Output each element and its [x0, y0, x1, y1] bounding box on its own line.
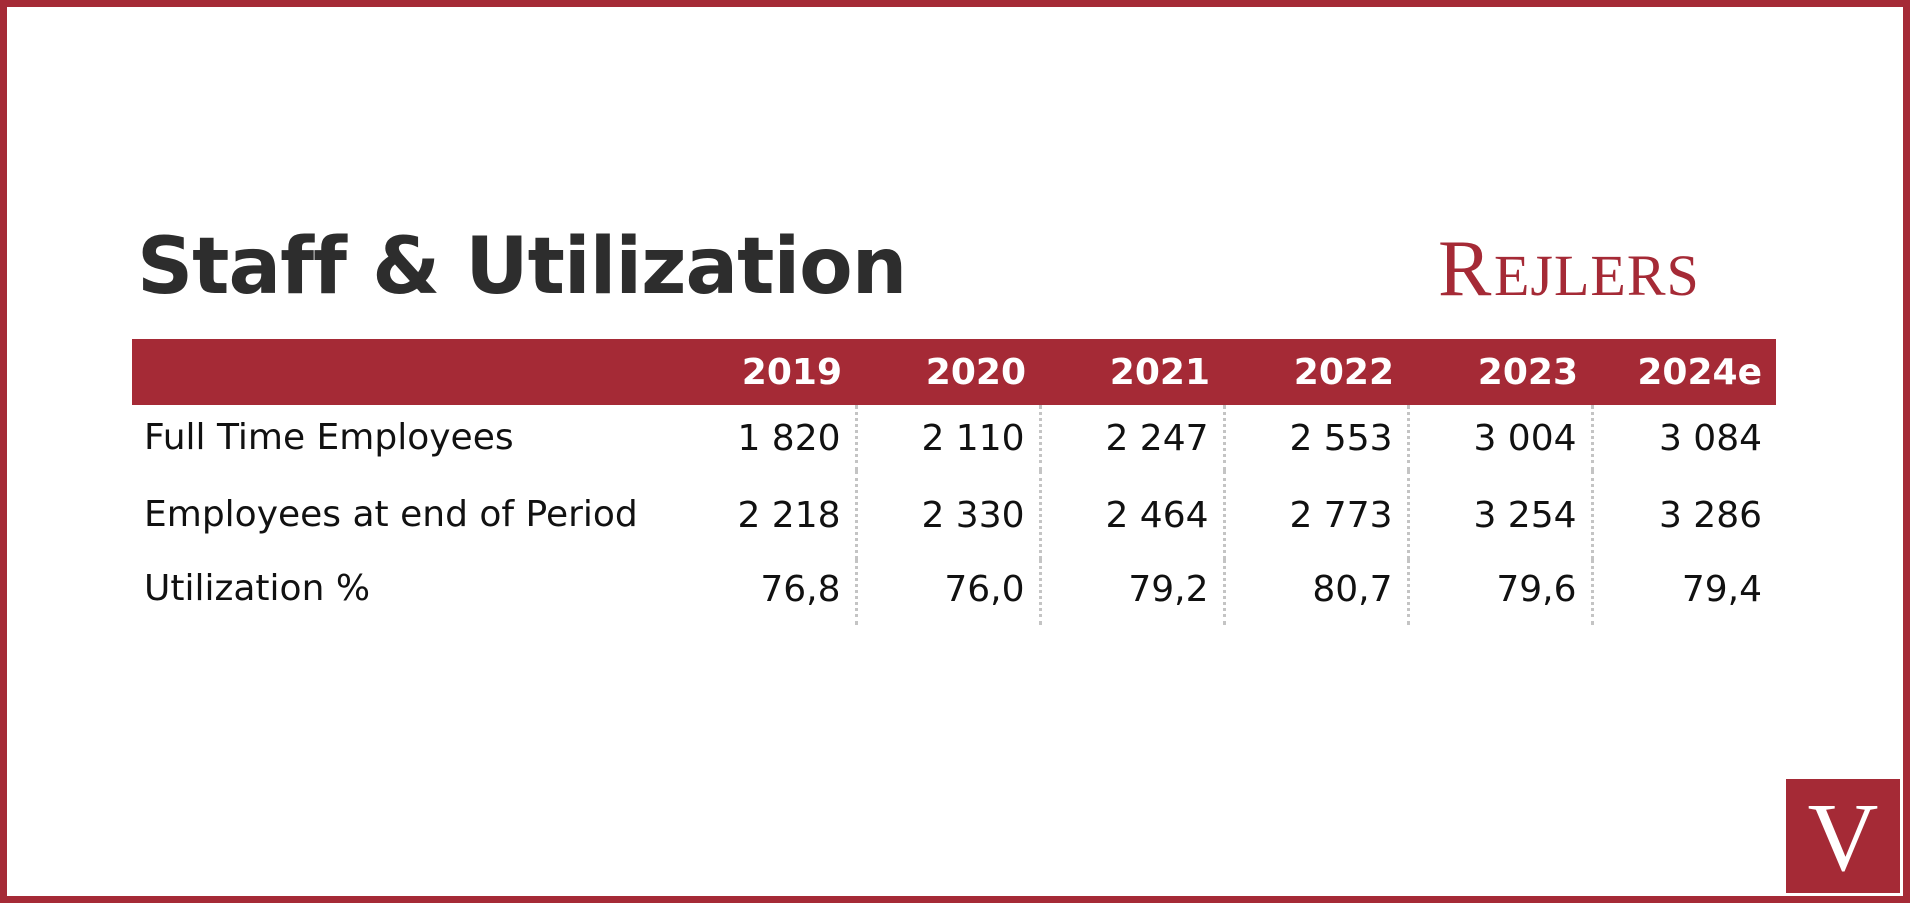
table-cell: 80,7 [1224, 559, 1410, 625]
table-cell: 3 004 [1408, 405, 1594, 471]
table-cell: 3 286 [1658, 494, 1762, 536]
table-row: Full Time Employees 1 820 2 110 2 247 2 … [132, 405, 1776, 471]
table-cell: 76,8 [672, 559, 858, 625]
column-header: 2019 [741, 351, 842, 393]
column-header: 2022 [1293, 351, 1394, 393]
svg-text:R: R [1438, 229, 1492, 311]
staff-utilization-table: 2019 2020 2021 2022 2023 2024e Full Time… [132, 339, 1776, 625]
row-label: Employees at end of Period [144, 494, 638, 535]
table-row: Utilization % 76,8 76,0 79,2 80,7 79,6 7… [132, 559, 1776, 625]
table-cell: 2 330 [856, 471, 1042, 559]
table-cell: 2 110 [856, 405, 1042, 471]
table-cell: 3 254 [1408, 471, 1594, 559]
v-logo-badge: V [1784, 777, 1902, 895]
table-header-row: 2019 2020 2021 2022 2023 2024e [132, 339, 1776, 405]
row-label: Full Time Employees [144, 417, 514, 458]
table-cell: 1 820 [672, 405, 858, 471]
column-header: 2021 [1109, 351, 1210, 393]
column-header: 2020 [925, 351, 1026, 393]
table-cell: 79,4 [1681, 568, 1762, 610]
table-row: Employees at end of Period 2 218 2 330 2… [132, 471, 1776, 559]
svg-text:EJLERS: EJLERS [1494, 243, 1700, 308]
table-cell: 76,0 [856, 559, 1042, 625]
table-cell: 79,2 [1040, 559, 1226, 625]
header-label-cell [132, 339, 672, 405]
table-cell: 2 218 [672, 471, 858, 559]
table-cell: 2 464 [1040, 471, 1226, 559]
table-cell: 2 553 [1224, 405, 1410, 471]
table-cell: 2 773 [1224, 471, 1410, 559]
column-header: 2024e [1637, 351, 1762, 393]
slide-title: Staff & Utilization [137, 222, 907, 312]
table-cell: 79,6 [1408, 559, 1594, 625]
rejlers-logo-wordmark: R EJLERS [1438, 225, 1700, 313]
table-cell: 3 084 [1658, 417, 1762, 459]
rejlers-logo: R EJLERS [1438, 225, 1758, 325]
table-cell: 2 247 [1040, 405, 1226, 471]
row-label: Utilization % [144, 568, 371, 609]
column-header: 2023 [1477, 351, 1578, 393]
